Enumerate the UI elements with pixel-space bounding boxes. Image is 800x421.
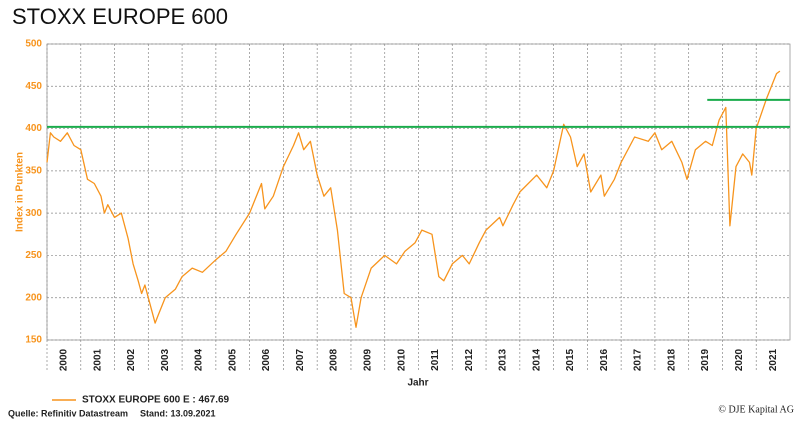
x-tick-label: 2018: [666, 348, 677, 371]
y-tick-label: 200: [25, 292, 42, 303]
x-tick-label: 2008: [329, 348, 340, 371]
x-tick-label: 2010: [396, 348, 407, 371]
x-tick-label: 2001: [92, 348, 103, 371]
x-tick-label: 2005: [227, 348, 238, 371]
y-tick-label: 150: [25, 335, 42, 346]
chart-title: STOXX EUROPE 600: [12, 4, 228, 29]
legend-label: STOXX EUROPE 600 E : 467.69: [82, 395, 230, 406]
x-tick-label: 2013: [498, 348, 509, 371]
x-tick-label: 2016: [599, 348, 610, 371]
x-tick-label: 2017: [633, 348, 644, 371]
x-tick-label: 2003: [160, 348, 171, 371]
source: Quelle: Refinitiv Datastream: [8, 408, 128, 418]
y-axis-label: Index in Punkten: [15, 152, 26, 232]
date-note: Stand: 13.09.2021: [140, 408, 216, 418]
plot-frame: [46, 43, 791, 341]
y-tick-label: 450: [25, 81, 42, 92]
y-tick-label: 350: [25, 165, 42, 176]
x-tick-label: 2019: [700, 348, 711, 371]
x-tick-label: 2004: [194, 348, 205, 371]
x-tick-label: 2021: [768, 348, 779, 371]
series-line: [46, 70, 781, 328]
x-tick-label: 2006: [261, 348, 272, 371]
y-tick-label: 500: [25, 39, 42, 50]
x-tick-label: 2011: [430, 349, 441, 371]
y-tick-label: 300: [25, 208, 42, 219]
x-tick-label: 2020: [734, 348, 745, 371]
y-tick-label: 400: [25, 123, 42, 134]
x-tick-label: 2002: [126, 348, 137, 371]
x-tick-label: 2007: [295, 348, 306, 371]
x-tick-label: 2015: [565, 348, 576, 371]
x-axis-label: Jahr: [407, 378, 428, 389]
x-tick-label: 2000: [59, 348, 70, 371]
x-tick-label: 2014: [531, 348, 542, 371]
x-tick-label: 2009: [362, 348, 373, 371]
copyright: © DJE Kapital AG: [718, 404, 794, 415]
x-tick-label: 2012: [464, 348, 475, 371]
y-tick-label: 250: [25, 250, 42, 261]
